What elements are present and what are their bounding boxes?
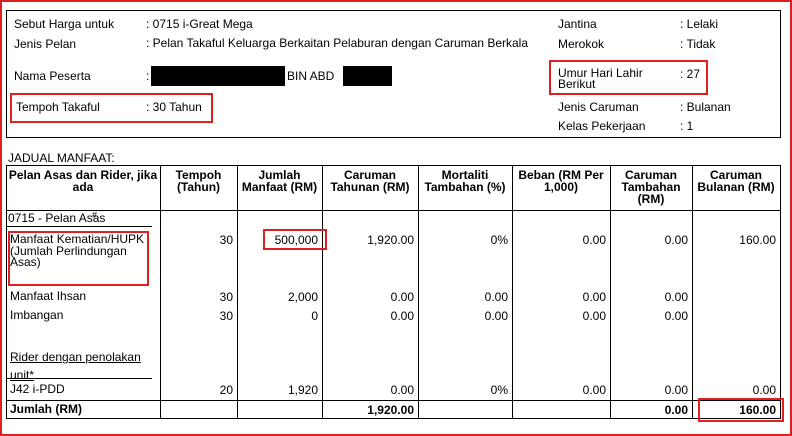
label: Nama Peserta bbox=[14, 69, 91, 83]
column-line bbox=[237, 165, 238, 419]
cell-value: 0.00 bbox=[582, 309, 606, 323]
column-header: Jumlah Manfaat (RM) bbox=[241, 168, 318, 194]
cell-value: 0% bbox=[490, 233, 508, 247]
plan-label: 0715 - Pelan Asas bbox=[8, 211, 106, 225]
row-label: Manfaat Kematian/HUPK (Jumlah Perlindung… bbox=[10, 232, 145, 269]
highlight bbox=[698, 398, 784, 422]
redacted bbox=[343, 66, 392, 86]
label: Kelas Pekerjaan bbox=[558, 119, 646, 133]
cell-value: 0.00 bbox=[390, 309, 414, 323]
value: : 30 Tahun bbox=[146, 100, 202, 114]
info-frame bbox=[6, 10, 781, 138]
cell-value: 0 bbox=[311, 309, 318, 323]
row-label: J42 i-PDD bbox=[10, 382, 65, 396]
column-header: Caruman Tambahan (RM) bbox=[621, 168, 681, 206]
label: Tempoh Takaful bbox=[16, 100, 100, 114]
row-line bbox=[6, 165, 781, 166]
row-label: Manfaat Ihsan bbox=[10, 289, 87, 303]
section-title: JADUAL MANFAAT: bbox=[8, 151, 115, 165]
plan-mark: # bbox=[92, 210, 98, 220]
value: : 0715 i-Great Mega bbox=[146, 17, 253, 31]
column-line bbox=[692, 165, 693, 419]
column-line bbox=[322, 165, 323, 419]
cell-value: 1,920.00 bbox=[367, 233, 414, 247]
value: : Lelaki bbox=[680, 17, 719, 31]
cell-value: 0.00 bbox=[664, 383, 688, 397]
cell-value: 0.00 bbox=[752, 383, 776, 397]
column-header: Caruman Bulanan (RM) bbox=[697, 168, 775, 194]
column-line bbox=[160, 165, 161, 419]
column-line bbox=[418, 165, 419, 419]
label: Merokok bbox=[558, 37, 605, 51]
column-line bbox=[512, 165, 513, 419]
value: : 1 bbox=[680, 119, 694, 133]
column-header: Beban (RM Per 1,000) bbox=[518, 168, 604, 194]
label: Jenis Caruman bbox=[558, 100, 639, 114]
cell-value: 0% bbox=[490, 383, 508, 397]
cell-value: 0.00 bbox=[582, 233, 606, 247]
row-label: Imbangan bbox=[10, 308, 64, 322]
cell-value: 30 bbox=[219, 309, 233, 323]
label: Jenis Pelan bbox=[14, 37, 77, 51]
value: : Bulanan bbox=[680, 100, 731, 114]
column-line bbox=[610, 165, 611, 419]
highlight bbox=[10, 93, 213, 123]
label: Umur Hari Lahir Berikut bbox=[558, 66, 643, 91]
underline bbox=[6, 378, 152, 379]
value: BIN ABD bbox=[287, 69, 335, 83]
column-line bbox=[6, 165, 7, 419]
cell-value: 0.00 bbox=[664, 309, 688, 323]
value: : Tidak bbox=[680, 37, 716, 51]
cell-value: 0.00 bbox=[484, 309, 508, 323]
row-line bbox=[6, 400, 781, 401]
cell-value: 0.00 bbox=[390, 290, 414, 304]
cell-value: 160.00 bbox=[739, 233, 776, 247]
row-line bbox=[6, 210, 781, 211]
cell-value: 1,920 bbox=[287, 383, 318, 397]
row-line bbox=[6, 418, 781, 419]
highlight bbox=[8, 231, 149, 286]
column-line bbox=[780, 165, 781, 419]
cell-value: 30 bbox=[219, 290, 233, 304]
column-header: Pelan Asas dan Rider, jika ada bbox=[8, 168, 158, 194]
value: : Pelan Takaful Keluarga Berkaitan Pelab… bbox=[146, 36, 529, 50]
value: : bbox=[146, 69, 150, 83]
highlight bbox=[263, 229, 327, 250]
cell-value: 1,920.00 bbox=[367, 403, 414, 417]
cell-value: 0.00 bbox=[582, 383, 606, 397]
cell-value: 160.00 bbox=[739, 403, 776, 417]
cell-value: 0.00 bbox=[582, 290, 606, 304]
cell-value: 0.00 bbox=[390, 383, 414, 397]
column-header: Tempoh (Tahun) bbox=[175, 168, 222, 194]
cell-value: 0.00 bbox=[664, 233, 688, 247]
redacted bbox=[151, 66, 285, 86]
label: Jantina bbox=[558, 17, 597, 31]
column-header: Caruman Tahunan (RM) bbox=[330, 168, 410, 194]
label: Sebut Harga untuk bbox=[14, 17, 115, 31]
cell-value: 0.00 bbox=[664, 403, 688, 417]
cell-value: 2,000 bbox=[287, 290, 318, 304]
row-label: Jumlah (RM) bbox=[10, 402, 82, 416]
highlight bbox=[549, 60, 708, 95]
cell-value: 0.00 bbox=[484, 290, 508, 304]
cell-value: 500,000 bbox=[274, 233, 318, 247]
cell-value: 0.00 bbox=[664, 290, 688, 304]
underline bbox=[6, 226, 152, 227]
cell-value: 20 bbox=[219, 383, 233, 397]
column-header: Mortaliti Tambahan (%) bbox=[424, 168, 506, 194]
cell-value: 30 bbox=[219, 233, 233, 247]
value: : 27 bbox=[680, 67, 701, 81]
